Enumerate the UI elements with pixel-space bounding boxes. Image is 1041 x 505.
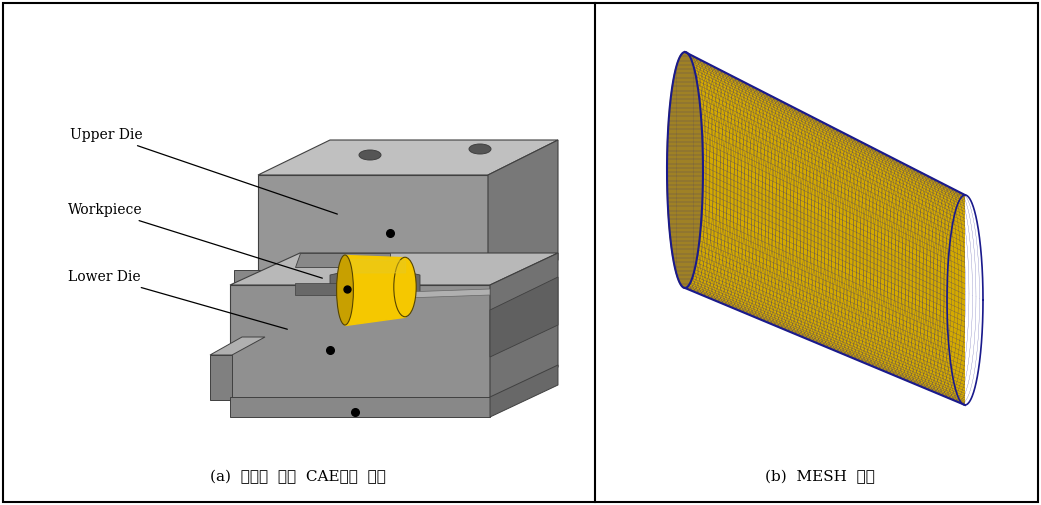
Ellipse shape	[393, 257, 416, 317]
Polygon shape	[490, 365, 558, 417]
Polygon shape	[230, 397, 490, 417]
Text: (b)  MESH  상태: (b) MESH 상태	[765, 470, 874, 484]
Polygon shape	[295, 283, 380, 295]
Polygon shape	[210, 355, 232, 400]
Polygon shape	[405, 289, 490, 298]
Polygon shape	[230, 285, 490, 400]
Ellipse shape	[359, 150, 381, 160]
Ellipse shape	[469, 144, 491, 154]
Polygon shape	[210, 337, 265, 355]
Polygon shape	[258, 140, 558, 175]
Polygon shape	[234, 270, 260, 295]
Polygon shape	[667, 52, 703, 288]
Text: Workpiece: Workpiece	[68, 203, 323, 278]
Polygon shape	[230, 253, 558, 285]
Text: Upper Die: Upper Die	[70, 128, 337, 214]
Polygon shape	[258, 175, 488, 295]
Polygon shape	[488, 140, 558, 295]
Text: (a)  브로커  공정  CAE해석  모델: (a) 브로커 공정 CAE해석 모델	[210, 470, 386, 484]
Polygon shape	[295, 253, 390, 267]
Polygon shape	[490, 253, 558, 400]
Polygon shape	[685, 52, 965, 405]
Polygon shape	[330, 265, 420, 293]
Polygon shape	[490, 277, 558, 357]
Ellipse shape	[336, 255, 353, 325]
Text: Lower Die: Lower Die	[68, 270, 287, 329]
